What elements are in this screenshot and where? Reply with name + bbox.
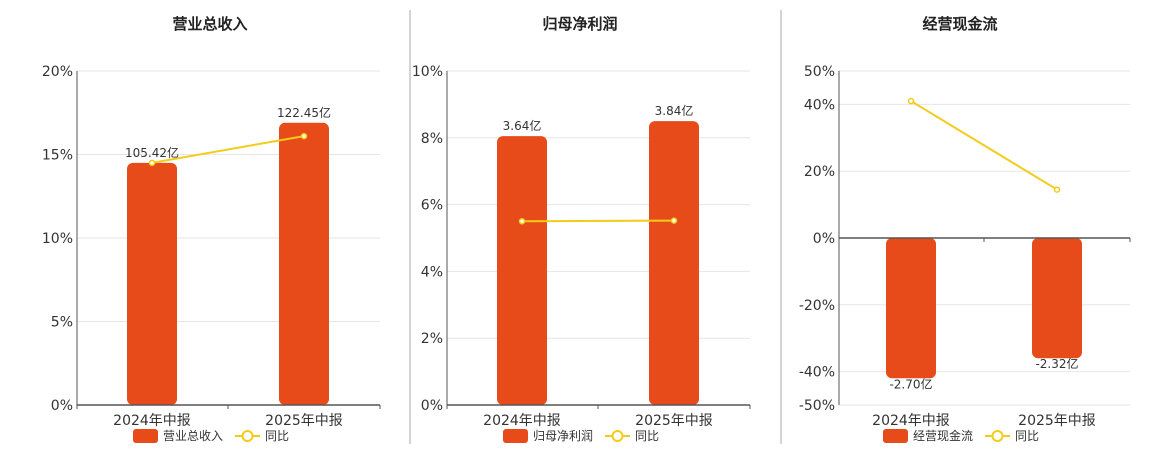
chart-3-legend-bar-label: 经营现金流 — [913, 428, 973, 443]
chart-2-bar-label: 3.64亿 — [503, 118, 542, 133]
chart-3-bar — [886, 238, 936, 379]
chart-2-line-point — [670, 217, 678, 224]
chart-1-x-tick-label: 2024年中报 — [113, 413, 191, 429]
chart-1-y-tick-label: 0% — [51, 398, 73, 414]
chart-1-legend-line-marker — [241, 430, 254, 442]
chart-1-y-tick-label: 5% — [51, 315, 73, 331]
chart-2-x-tick-label: 2024年中报 — [483, 413, 561, 429]
chart-1-bar — [127, 162, 177, 405]
chart-3-y-tick-label: 40% — [804, 97, 835, 113]
chart-2-bar-label: 3.84亿 — [655, 103, 694, 118]
chart-1-legend-bar-swatch — [133, 429, 158, 443]
chart-2-bar — [649, 121, 699, 405]
chart-2-legend-line-label: 同比 — [635, 429, 659, 443]
chart-3-y-tick-label: -50% — [799, 398, 835, 414]
chart-1-y-tick-label: 15% — [42, 148, 73, 164]
chart-1-bar-label: 122.45亿 — [277, 105, 331, 120]
chart-3-y-tick-label: -40% — [799, 365, 835, 381]
chart-3-line-point — [1053, 186, 1061, 193]
chart-3-y-tick-label: 20% — [804, 164, 835, 180]
chart-1-bar — [279, 122, 329, 406]
chart-1-y-tick-label: 10% — [42, 231, 73, 247]
chart-3-legend-line-marker — [991, 430, 1004, 442]
chart-2-y-tick-label: 10% — [412, 64, 443, 80]
chart-1-bar-label: 105.42亿 — [125, 145, 179, 160]
chart-1-x-tick-label: 2025年中报 — [265, 413, 343, 429]
chart-2-y-tick-label: 4% — [421, 264, 443, 280]
chart-2-y-tick-label: 6% — [421, 198, 443, 214]
chart-2-title: 归母净利润 — [542, 15, 617, 33]
chart-2-y-tick-label: 2% — [421, 331, 443, 347]
chart-3-y-tick-label: 0% — [813, 231, 835, 247]
chart-1-line-point — [148, 159, 156, 167]
chart-3-bar-label: -2.70亿 — [889, 376, 932, 391]
chart-3-legend-line-label: 同比 — [1015, 429, 1039, 443]
chart-3-bar — [1032, 238, 1082, 359]
chart-3-bar-label: -2.32亿 — [1035, 356, 1078, 371]
chart-3-y-tick-label: 50% — [804, 64, 835, 80]
chart-1-legend-line-label: 同比 — [265, 429, 289, 443]
chart-1-title: 营业总收入 — [172, 15, 247, 33]
chart-3-line-series — [910, 100, 1058, 191]
chart-2-y-tick-label: 8% — [421, 131, 443, 147]
chart-3-x-tick-label: 2024年中报 — [872, 413, 950, 429]
chart-3-title: 经营现金流 — [922, 15, 997, 33]
chart-1-legend-bar-label: 营业总收入 — [163, 429, 223, 443]
chart-1-line-series — [151, 135, 305, 164]
chart-1-line-point — [300, 132, 308, 140]
chart-2-legend-line-marker — [611, 430, 624, 442]
chart-2-line-series — [521, 219, 675, 223]
chart-2-legend-bar-label: 归母净利润 — [533, 429, 593, 443]
chart-3-x-tick-label: 2025年中报 — [1018, 413, 1096, 429]
chart-1-y-tick-label: 20% — [42, 64, 73, 80]
chart-2-y-tick-label: 0% — [421, 398, 443, 414]
chart-2-x-tick-label: 2025年中报 — [635, 413, 713, 429]
chart-3-legend-bar-swatch — [883, 429, 908, 443]
chart-2-legend-bar-swatch — [503, 429, 528, 443]
chart-2-bar — [497, 136, 547, 405]
chart-3-y-tick-label: -20% — [799, 298, 835, 314]
chart-3-line-point — [907, 97, 915, 105]
chart-2-line-point — [518, 218, 526, 225]
